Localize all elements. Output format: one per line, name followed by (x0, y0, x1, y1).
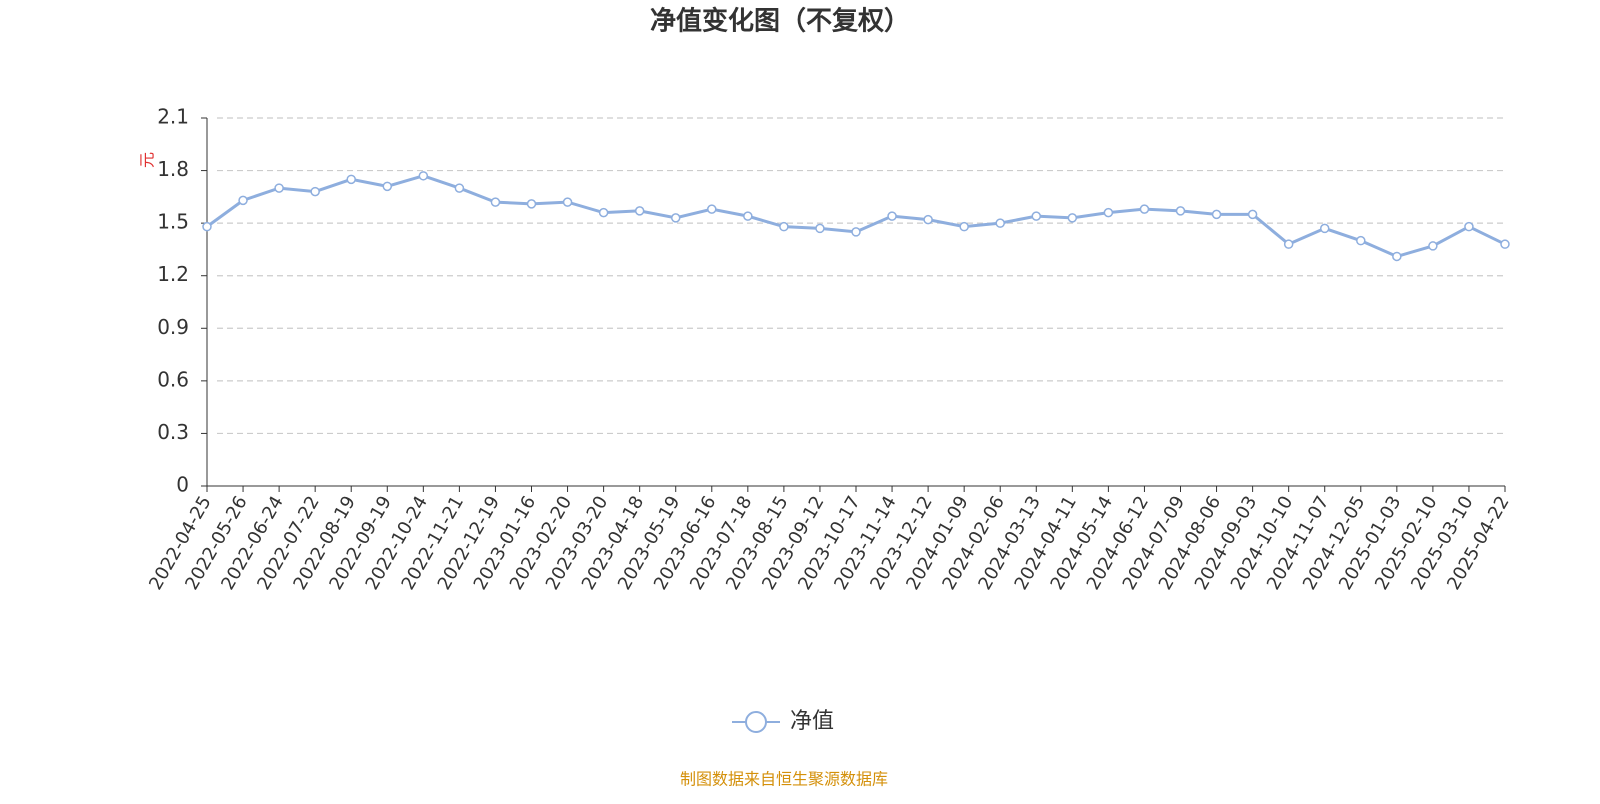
point (346, 174, 356, 185)
point (851, 227, 861, 237)
point (418, 171, 429, 181)
point (1319, 223, 1330, 234)
point (1175, 206, 1186, 216)
point (743, 211, 753, 221)
point (382, 181, 393, 192)
point (1428, 241, 1438, 251)
point (1103, 207, 1114, 218)
point (1139, 204, 1150, 214)
point (923, 214, 933, 225)
legend-marker (745, 711, 767, 733)
point (526, 199, 537, 209)
point (815, 223, 825, 234)
point (238, 195, 248, 206)
y-tick-label: 0.3 (157, 420, 189, 444)
point (959, 221, 969, 232)
legend-label: 净值 (790, 709, 834, 734)
point (490, 197, 501, 207)
point (707, 204, 717, 214)
y-axis-label: 元 (138, 152, 157, 168)
point (1067, 213, 1078, 223)
y-tick-label: 0 (176, 473, 189, 497)
point (454, 183, 465, 193)
point (1211, 209, 1222, 220)
chart-title: 净值变化图（不复权） (650, 6, 910, 37)
point (887, 211, 897, 221)
footer: 制图数据来自恒生聚源数据库 (680, 770, 888, 789)
point (670, 213, 681, 223)
point (1392, 251, 1402, 262)
point (1356, 235, 1366, 246)
y-tick-label: 2.1 (157, 105, 189, 129)
point (310, 186, 320, 197)
point (1464, 221, 1474, 232)
point (1247, 209, 1258, 220)
point (598, 207, 609, 218)
point (779, 221, 789, 232)
point (634, 206, 645, 216)
y-tick-label: 0.6 (157, 367, 189, 391)
point (1031, 211, 1042, 221)
y-tick-label: 0.9 (157, 315, 189, 339)
point (1500, 239, 1510, 249)
line (206, 174, 1506, 259)
y-tick-label: 1.8 (157, 157, 189, 181)
point (562, 197, 573, 207)
point (202, 221, 212, 232)
point (1283, 239, 1294, 249)
point (995, 218, 1005, 228)
y-tick-label: 1.5 (157, 210, 189, 234)
point (274, 183, 284, 193)
y-tick-label: 1.2 (157, 262, 189, 286)
